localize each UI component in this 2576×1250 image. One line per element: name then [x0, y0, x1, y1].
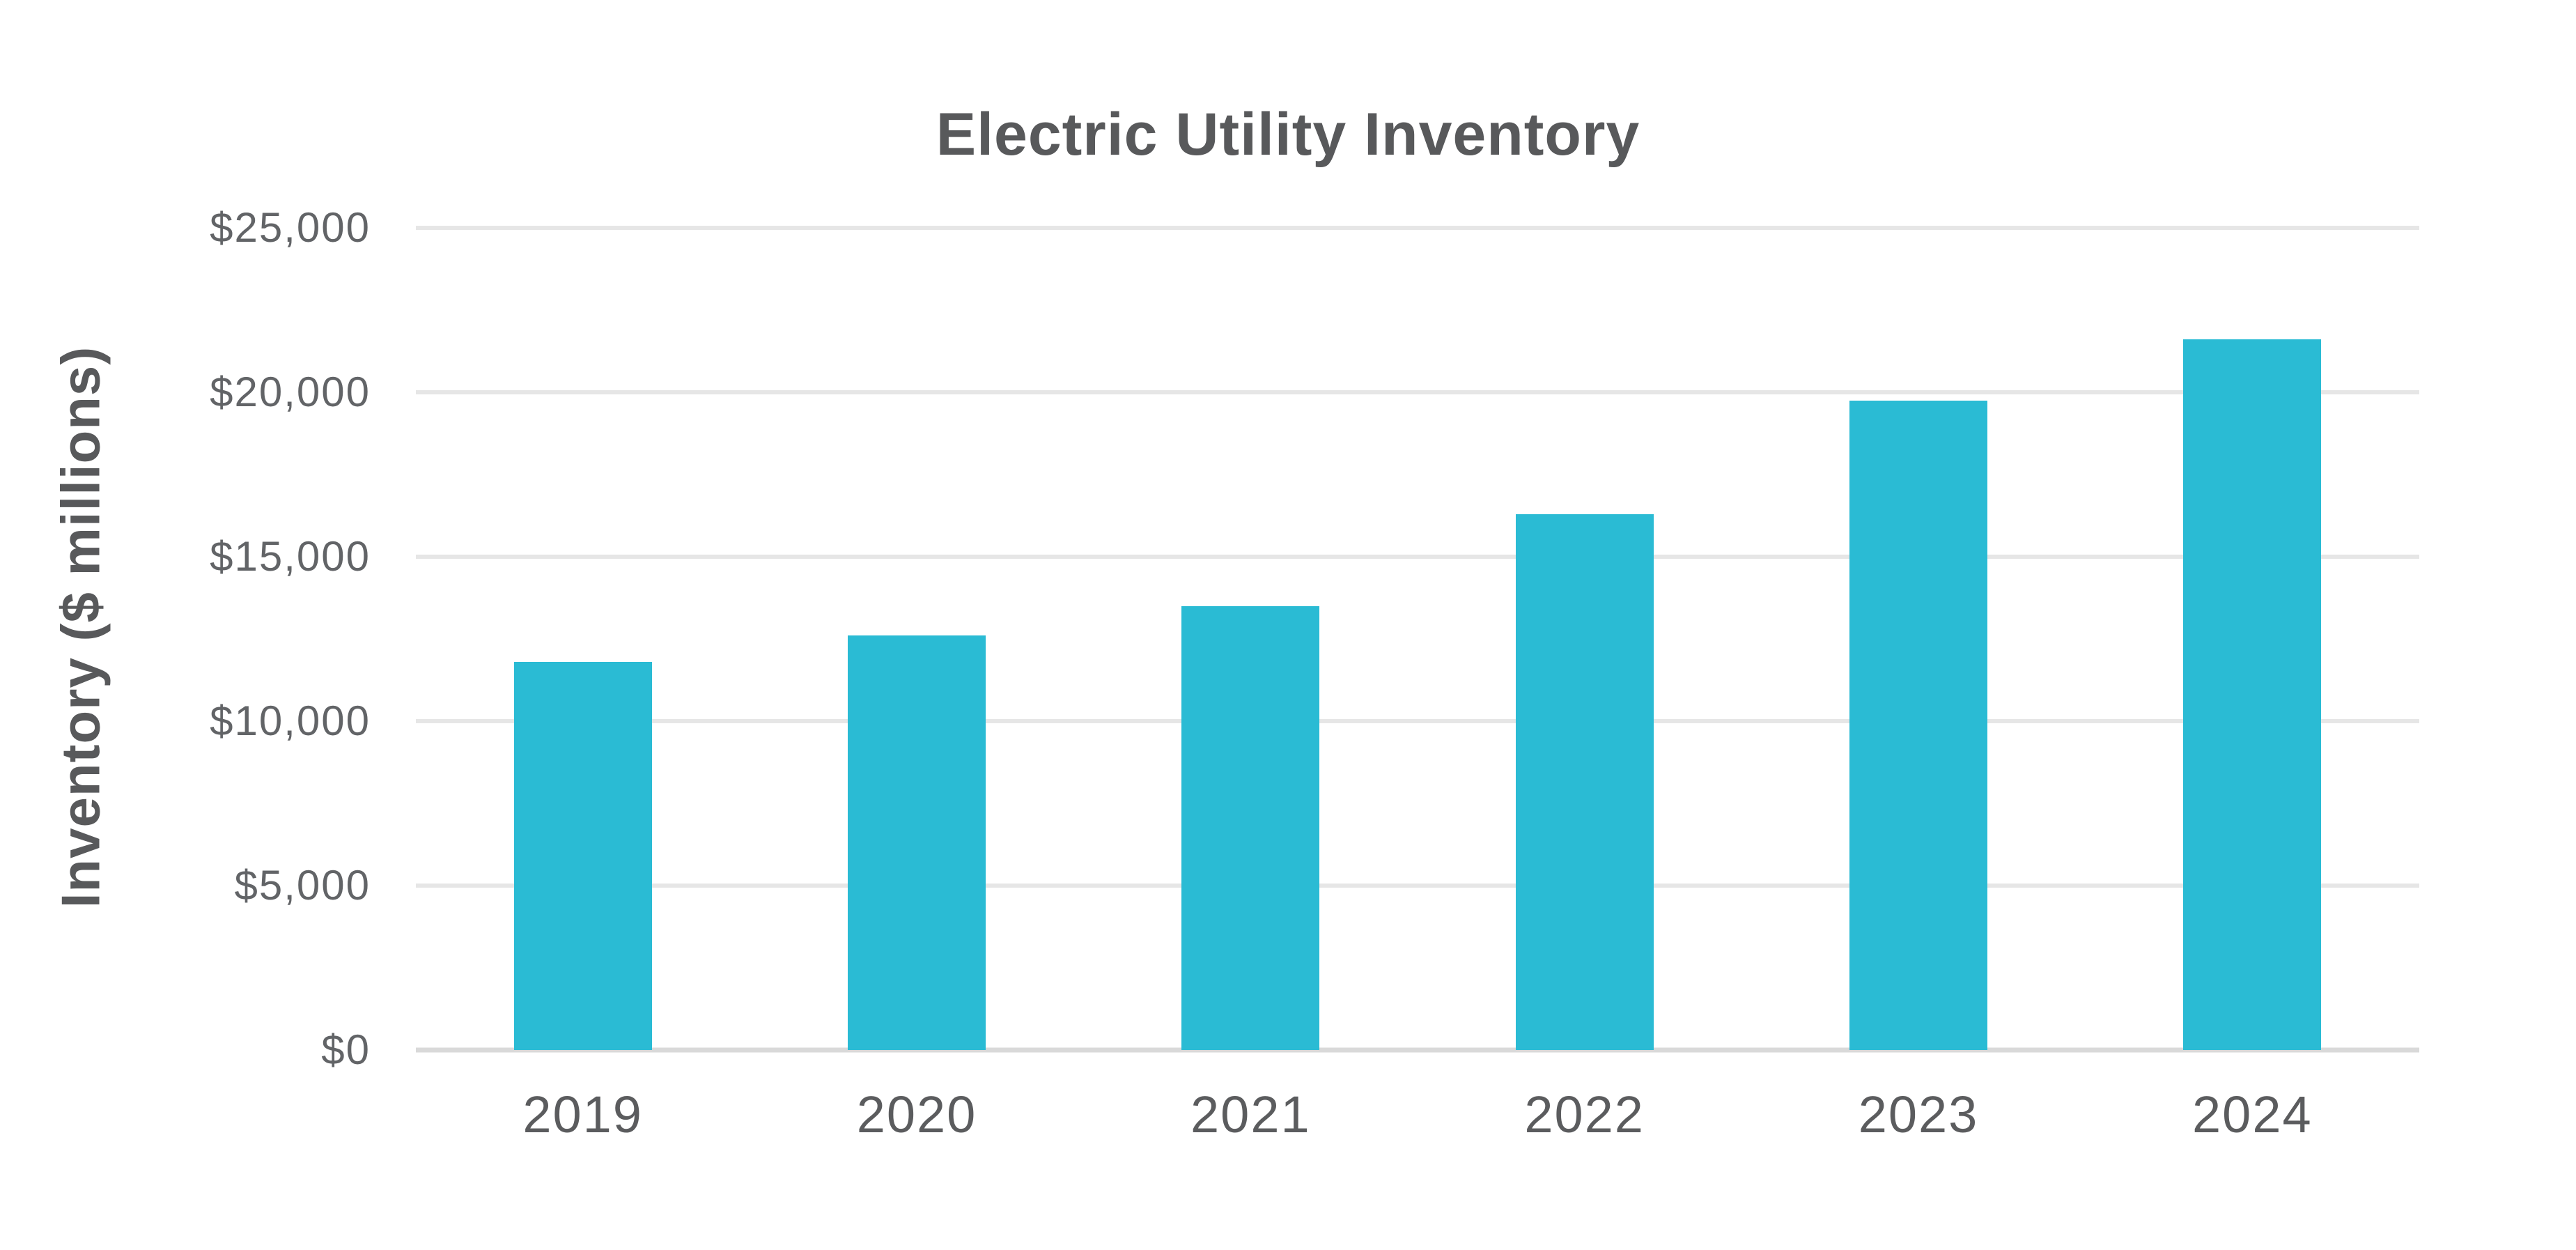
gridline-$5,000: [416, 884, 2419, 888]
x-tick-label-2024: 2024: [2192, 1086, 2313, 1143]
bar-2022: [1515, 514, 1654, 1050]
x-tick-label-2023: 2023: [1858, 1086, 1979, 1143]
x-tick-label-2021: 2021: [1190, 1086, 1311, 1143]
gridline-$10,000: [416, 719, 2419, 723]
y-tick-label-$25,000: $25,000: [210, 204, 371, 251]
bar-2021: [1181, 605, 1320, 1050]
y-tick-label-$20,000: $20,000: [210, 369, 371, 415]
x-axis-baseline: [416, 1047, 2419, 1053]
x-tick-label-2022: 2022: [1524, 1086, 1645, 1143]
bar-2023: [1849, 400, 1987, 1050]
gridline-$25,000: [416, 226, 2419, 230]
plot-area: [416, 226, 2419, 1053]
y-tick-label-$10,000: $10,000: [210, 697, 371, 744]
chart-title: Electric Utility Inventory: [936, 101, 1640, 168]
x-tick-label-2020: 2020: [856, 1086, 977, 1143]
bar-2019: [513, 662, 652, 1050]
gridline-$20,000: [416, 390, 2419, 394]
bar-2020: [848, 635, 986, 1050]
y-tick-label-$15,000: $15,000: [210, 533, 371, 580]
y-tick-label-$5,000: $5,000: [234, 862, 371, 909]
bar-2024: [2183, 339, 2322, 1050]
y-axis-title: Inventory ($ millions): [49, 346, 111, 909]
gridline-$15,000: [416, 555, 2419, 559]
x-tick-label-2019: 2019: [522, 1086, 643, 1143]
y-tick-label-$0: $0: [321, 1026, 371, 1073]
